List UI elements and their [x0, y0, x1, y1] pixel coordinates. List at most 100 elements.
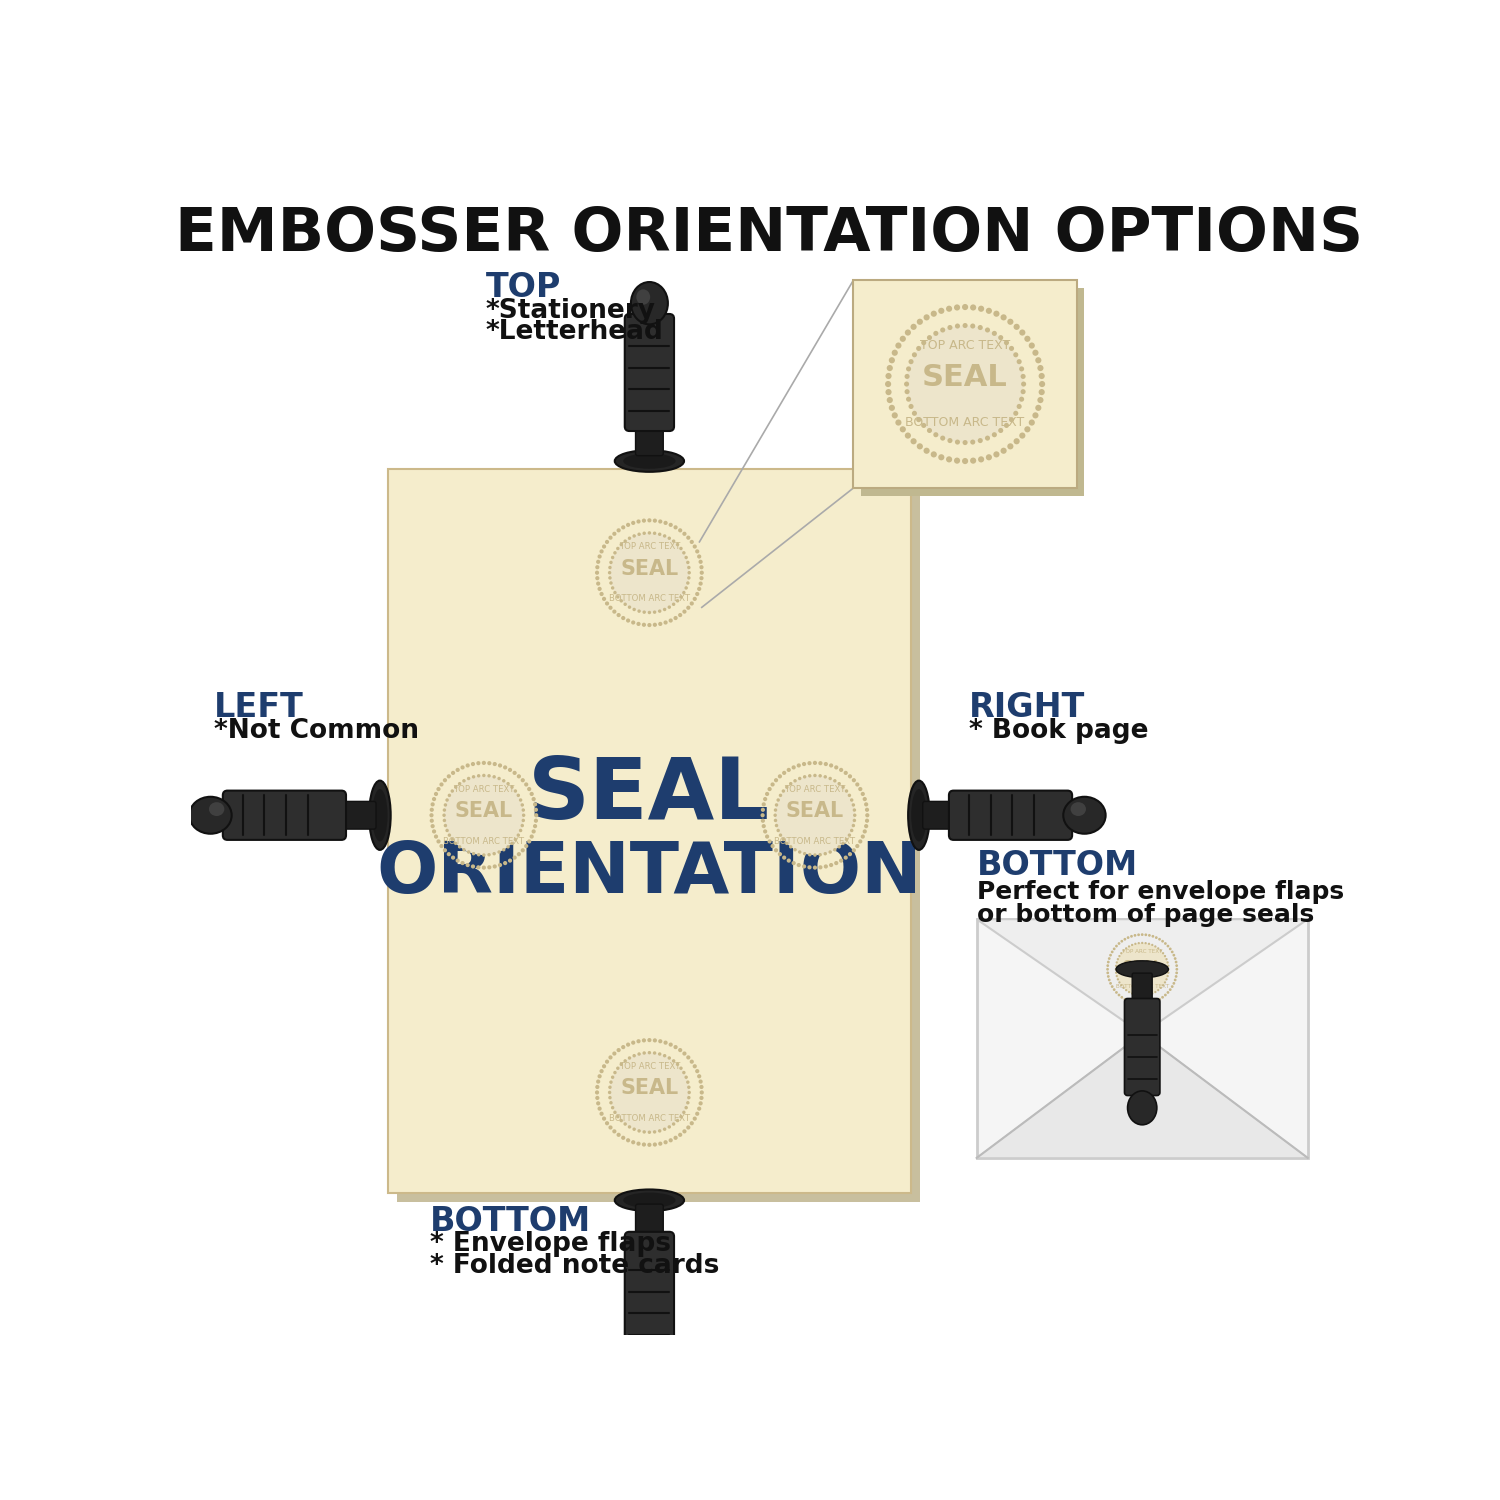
Circle shape [1167, 992, 1170, 994]
Circle shape [824, 852, 827, 855]
Circle shape [847, 774, 852, 778]
Circle shape [1150, 993, 1154, 994]
Circle shape [794, 778, 796, 783]
Circle shape [1014, 324, 1020, 330]
Circle shape [1130, 1000, 1132, 1004]
Circle shape [694, 549, 699, 554]
Circle shape [674, 525, 678, 530]
Circle shape [1013, 411, 1019, 416]
Circle shape [609, 1053, 688, 1132]
Circle shape [1108, 954, 1112, 957]
Circle shape [1040, 381, 1046, 387]
Circle shape [684, 1106, 688, 1110]
Circle shape [802, 762, 806, 766]
Circle shape [1126, 999, 1130, 1002]
Circle shape [663, 608, 666, 610]
Circle shape [442, 813, 446, 818]
Text: * Envelope flaps: * Envelope flaps [430, 1232, 670, 1257]
Circle shape [1161, 996, 1164, 999]
Circle shape [633, 1054, 636, 1058]
Circle shape [886, 398, 892, 404]
FancyBboxPatch shape [636, 1204, 663, 1240]
Circle shape [652, 531, 657, 536]
Circle shape [1114, 968, 1118, 970]
Circle shape [1164, 993, 1167, 996]
Circle shape [1014, 438, 1020, 444]
Circle shape [669, 524, 674, 526]
Circle shape [954, 304, 960, 310]
Circle shape [865, 819, 868, 824]
Circle shape [432, 796, 436, 801]
Circle shape [498, 777, 501, 780]
Circle shape [482, 853, 486, 856]
Circle shape [632, 1041, 636, 1044]
Circle shape [492, 762, 496, 766]
Circle shape [784, 842, 789, 844]
Circle shape [642, 519, 646, 522]
Text: TOP ARC TEXT: TOP ARC TEXT [1122, 950, 1162, 954]
Circle shape [686, 1056, 690, 1059]
Circle shape [885, 381, 891, 387]
Circle shape [828, 850, 833, 853]
Circle shape [802, 864, 806, 868]
Circle shape [682, 1052, 687, 1056]
Circle shape [792, 765, 795, 770]
Circle shape [472, 852, 476, 855]
Circle shape [912, 352, 916, 357]
Circle shape [687, 576, 690, 579]
Circle shape [813, 865, 818, 870]
Text: BOTTOM ARC TEXT: BOTTOM ARC TEXT [609, 594, 690, 603]
Circle shape [886, 364, 892, 370]
Circle shape [1144, 933, 1148, 936]
Circle shape [596, 582, 600, 585]
Text: TOP ARC TEXT: TOP ARC TEXT [618, 542, 680, 550]
Circle shape [604, 602, 609, 606]
Circle shape [488, 774, 490, 777]
Circle shape [933, 332, 939, 336]
Circle shape [796, 764, 801, 768]
Circle shape [626, 524, 630, 526]
Circle shape [626, 618, 630, 622]
Circle shape [1004, 340, 1010, 345]
Circle shape [678, 1048, 682, 1052]
Circle shape [638, 1053, 640, 1056]
Circle shape [1166, 958, 1167, 960]
Circle shape [687, 1096, 690, 1100]
Circle shape [1035, 405, 1041, 411]
FancyBboxPatch shape [626, 1232, 674, 1354]
Circle shape [620, 598, 622, 603]
Circle shape [526, 788, 531, 790]
Circle shape [509, 858, 512, 862]
Circle shape [978, 306, 984, 312]
Circle shape [1158, 998, 1161, 1000]
Circle shape [482, 774, 486, 777]
Circle shape [813, 774, 816, 777]
Circle shape [1120, 984, 1122, 987]
Circle shape [776, 776, 855, 855]
Circle shape [1116, 958, 1119, 960]
Circle shape [658, 1040, 663, 1044]
Circle shape [789, 782, 792, 786]
Circle shape [600, 592, 603, 596]
Circle shape [778, 834, 782, 837]
Circle shape [1120, 940, 1124, 942]
Circle shape [906, 396, 910, 402]
Circle shape [600, 1070, 603, 1072]
Circle shape [614, 550, 616, 555]
Circle shape [699, 1096, 703, 1100]
Ellipse shape [369, 780, 390, 850]
Circle shape [1113, 988, 1116, 992]
Text: BOTTOM ARC TEXT: BOTTOM ARC TEXT [609, 1114, 690, 1124]
Circle shape [792, 861, 795, 865]
Circle shape [930, 452, 938, 458]
Circle shape [916, 417, 921, 422]
Circle shape [1013, 352, 1019, 357]
Circle shape [1000, 447, 1006, 454]
Circle shape [687, 1086, 690, 1089]
Circle shape [699, 576, 703, 580]
Circle shape [1167, 964, 1170, 968]
Circle shape [1114, 945, 1118, 948]
Circle shape [1035, 357, 1041, 363]
Circle shape [693, 544, 698, 549]
Circle shape [609, 606, 612, 610]
